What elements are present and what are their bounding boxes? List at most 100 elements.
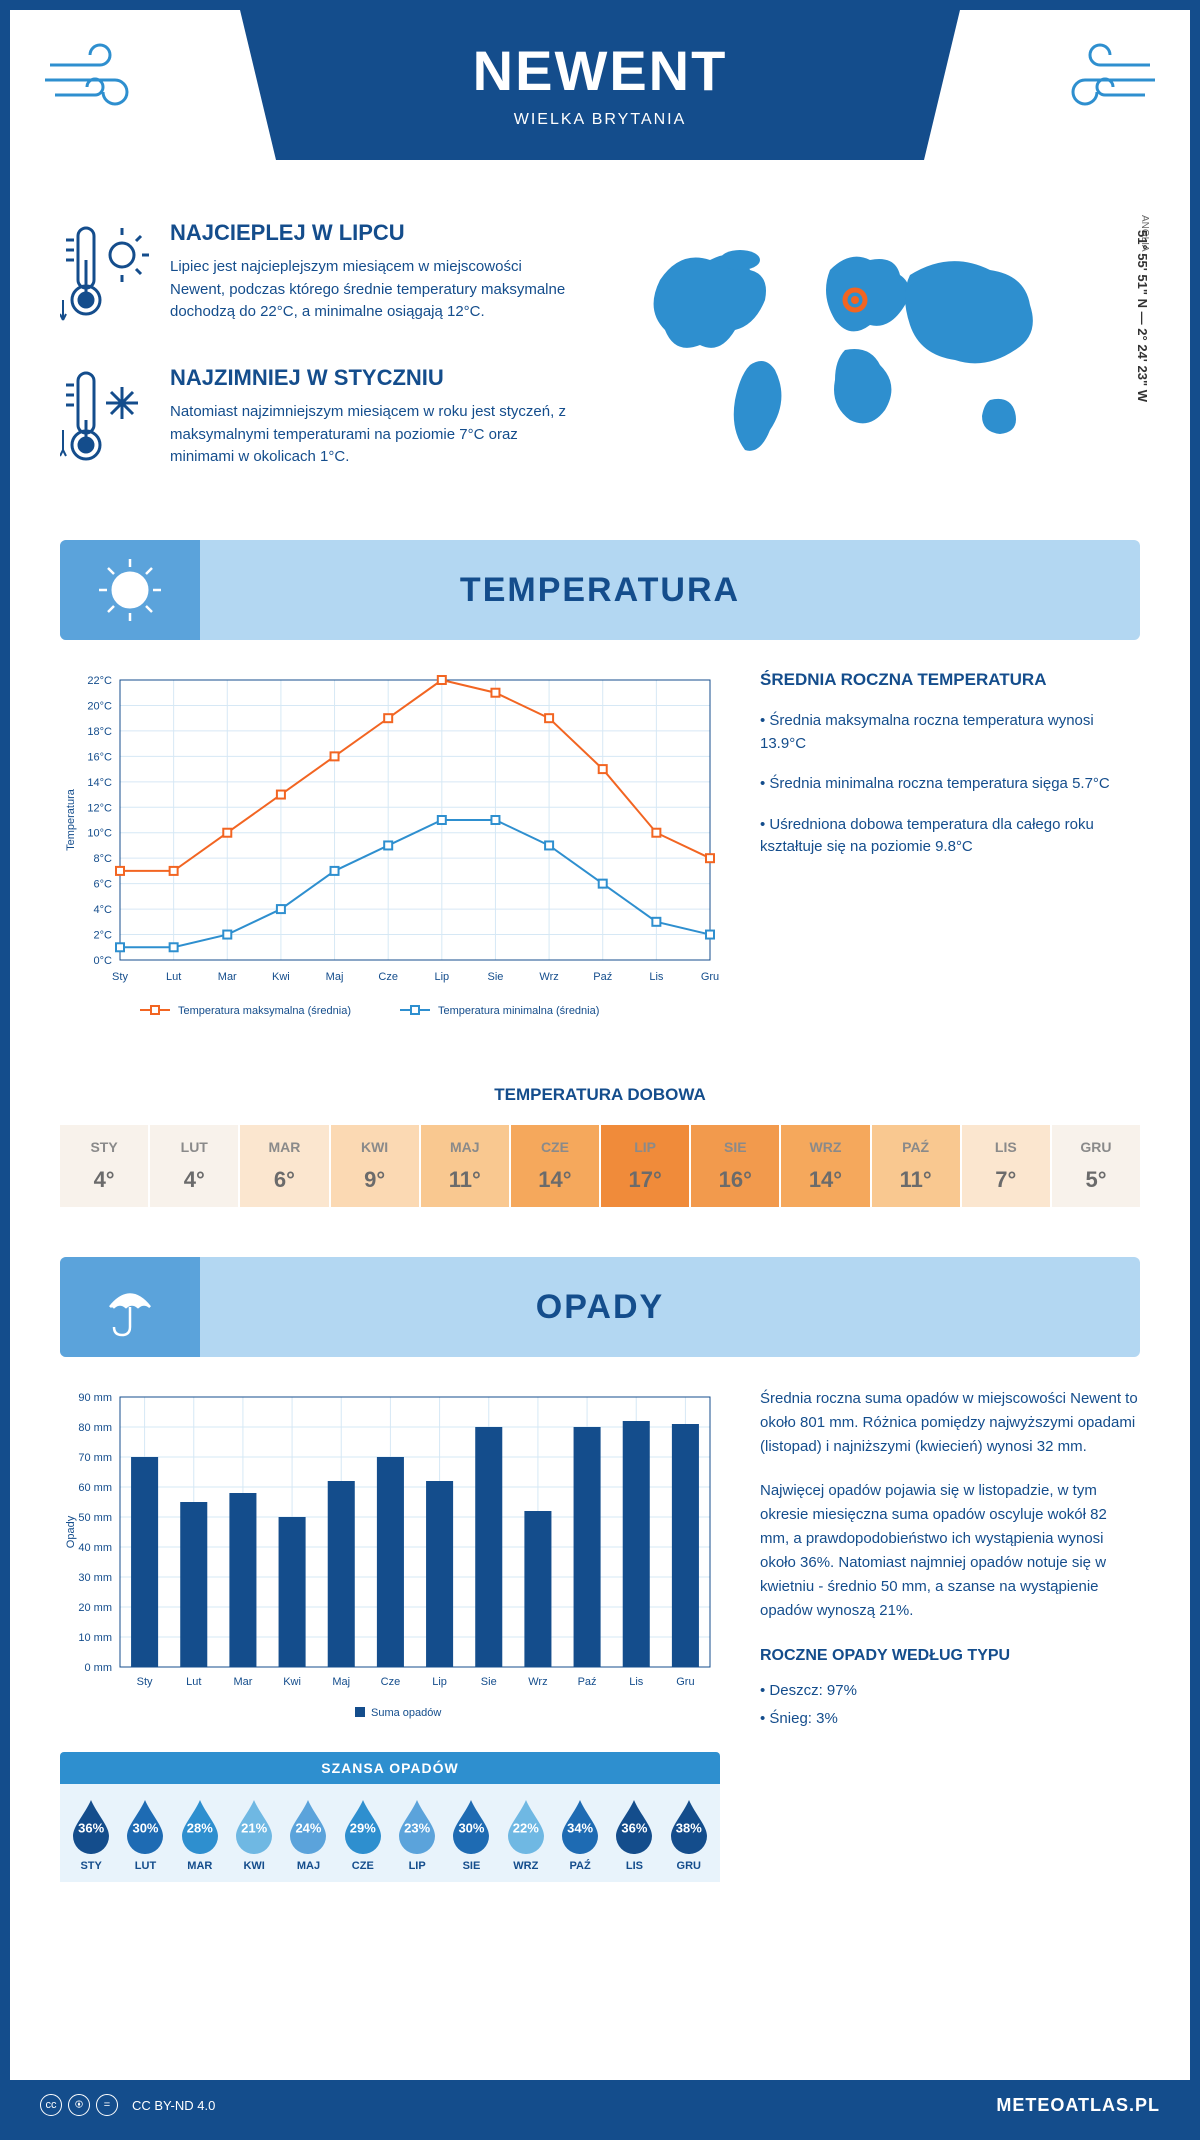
chance-cell: 21% KWI <box>227 1796 281 1872</box>
raindrop-icon: 30% <box>447 1796 495 1854</box>
warmest-title: NAJCIEPLEJ W LIPCU <box>170 220 570 246</box>
wind-icon <box>1040 40 1160 120</box>
svg-text:Lis: Lis <box>629 1676 644 1688</box>
raindrop-icon: 24% <box>284 1796 332 1854</box>
raindrop-icon: 38% <box>665 1796 713 1854</box>
chance-cell: 30% LUT <box>118 1796 172 1872</box>
thermometer-sun-icon <box>60 220 150 335</box>
chance-cell: 36% LIS <box>607 1796 661 1872</box>
license-block: cc 🅯 = CC BY-ND 4.0 <box>40 2094 215 2116</box>
daily-temp-grid: STY4°LUT4°MAR6°KWI9°MAJ11°CZE14°LIP17°SI… <box>60 1125 1140 1207</box>
sun-icon <box>60 540 200 640</box>
daily-cell: MAJ11° <box>421 1125 509 1207</box>
thermometer-snow-icon <box>60 365 150 480</box>
svg-text:0 mm: 0 mm <box>85 1662 113 1674</box>
coords-label: 51° 55' 51" N — 2° 24' 23" W <box>1135 230 1150 402</box>
chance-grid: 36% STY 30% LUT 28% MAR <box>60 1784 720 1882</box>
svg-text:8°C: 8°C <box>94 853 113 865</box>
chance-cell: 34% PAŹ <box>553 1796 607 1872</box>
daily-cell: KWI9° <box>331 1125 419 1207</box>
cc-icon: cc <box>40 2094 62 2116</box>
daily-cell: MAR6° <box>240 1125 328 1207</box>
avg-b3: • Uśredniona dobowa temperatura dla całe… <box>760 814 1140 859</box>
daily-cell: WRZ14° <box>781 1125 869 1207</box>
intro-row: NAJCIEPLEJ W LIPCU Lipiec jest najcieple… <box>10 200 1190 540</box>
svg-text:6°C: 6°C <box>94 879 113 891</box>
svg-text:80 mm: 80 mm <box>78 1422 112 1434</box>
footer-bar: cc 🅯 = CC BY-ND 4.0 METEOATLAS.PL <box>10 2080 1190 2130</box>
svg-text:Sty: Sty <box>137 1676 153 1688</box>
chance-cell: 23% LIP <box>390 1796 444 1872</box>
svg-text:Temperatura: Temperatura <box>65 788 77 851</box>
svg-text:20 mm: 20 mm <box>78 1602 112 1614</box>
svg-text:Temperatura maksymalna (średni: Temperatura maksymalna (średnia) <box>178 1005 351 1017</box>
chance-cell: 30% SIE <box>444 1796 498 1872</box>
svg-text:Lut: Lut <box>186 1676 201 1688</box>
svg-text:Gru: Gru <box>676 1676 694 1688</box>
license-text: CC BY-ND 4.0 <box>132 2098 215 2113</box>
chance-cell: 36% STY <box>64 1796 118 1872</box>
svg-text:22°C: 22°C <box>87 675 112 687</box>
world-map-icon <box>620 220 1100 480</box>
temp-section-header: TEMPERATURA <box>60 540 1140 640</box>
svg-text:10°C: 10°C <box>87 828 112 840</box>
daily-cell: CZE14° <box>511 1125 599 1207</box>
svg-text:60 mm: 60 mm <box>78 1482 112 1494</box>
precip-p1: Średnia roczna suma opadów w miejscowośc… <box>760 1387 1140 1459</box>
svg-text:30 mm: 30 mm <box>78 1572 112 1584</box>
temp-row: 0°C2°C4°C6°C8°C10°C12°C14°C16°C18°C20°C2… <box>10 670 1190 1065</box>
nd-icon: = <box>96 2094 118 2116</box>
raindrop-icon: 29% <box>339 1796 387 1854</box>
country-subtitle: WIELKA BRYTANIA <box>240 111 960 129</box>
bytype-rain: • Deszcz: 97% <box>760 1679 1140 1703</box>
map-col: ANGLIA 51° 55' 51" N — 2° 24' 23" W <box>620 220 1140 510</box>
svg-text:20°C: 20°C <box>87 700 112 712</box>
svg-text:70 mm: 70 mm <box>78 1452 112 1464</box>
svg-text:18°C: 18°C <box>87 726 112 738</box>
chance-cell: 28% MAR <box>173 1796 227 1872</box>
precip-heading: OPADY <box>60 1288 1140 1327</box>
svg-text:16°C: 16°C <box>87 751 112 763</box>
svg-text:Kwi: Kwi <box>283 1676 301 1688</box>
header: NEWENT WIELKA BRYTANIA <box>10 10 1190 200</box>
umbrella-icon <box>60 1257 200 1357</box>
svg-text:Paź: Paź <box>578 1676 597 1688</box>
raindrop-icon: 36% <box>610 1796 658 1854</box>
svg-text:40 mm: 40 mm <box>78 1542 112 1554</box>
precip-text: Średnia roczna suma opadów w miejscowośc… <box>760 1387 1140 1882</box>
intro-text-col: NAJCIEPLEJ W LIPCU Lipiec jest najcieple… <box>60 220 590 510</box>
svg-text:Lip: Lip <box>432 1676 447 1688</box>
temp-heading: TEMPERATURA <box>60 571 1140 610</box>
wind-icon <box>40 40 160 120</box>
precip-section-header: OPADY <box>60 1257 1140 1357</box>
precip-p2: Najwięcej opadów pojawia się w listopadz… <box>760 1479 1140 1623</box>
svg-text:Maj: Maj <box>332 1676 350 1688</box>
svg-text:Gru: Gru <box>701 971 719 983</box>
precip-row: 0 mm10 mm20 mm30 mm40 mm50 mm60 mm70 mm8… <box>10 1387 1190 1902</box>
svg-text:0°C: 0°C <box>94 955 113 967</box>
by-icon: 🅯 <box>68 2094 90 2116</box>
svg-text:Sie: Sie <box>481 1676 497 1688</box>
svg-text:Wrz: Wrz <box>539 971 558 983</box>
svg-text:12°C: 12°C <box>87 802 112 814</box>
chance-cell: 22% WRZ <box>499 1796 553 1872</box>
daily-cell: PAŹ11° <box>872 1125 960 1207</box>
coldest-text: Natomiast najzimniejszym miesiącem w rok… <box>170 401 570 469</box>
raindrop-icon: 30% <box>121 1796 169 1854</box>
svg-text:Opady: Opady <box>65 1515 77 1548</box>
svg-text:14°C: 14°C <box>87 777 112 789</box>
svg-text:Mar: Mar <box>218 971 237 983</box>
svg-text:Cze: Cze <box>381 1676 401 1688</box>
avg-b2: • Średnia minimalna roczna temperatura s… <box>760 773 1140 796</box>
coldest-block: NAJZIMNIEJ W STYCZNIU Natomiast najzimni… <box>60 365 590 480</box>
chance-cell: 24% MAJ <box>281 1796 335 1872</box>
svg-text:Sty: Sty <box>112 971 128 983</box>
bytype-snow: • Śnieg: 3% <box>760 1707 1140 1731</box>
svg-text:Sie: Sie <box>488 971 504 983</box>
city-title: NEWENT <box>240 38 960 103</box>
svg-text:90 mm: 90 mm <box>78 1392 112 1404</box>
avg-b1: • Średnia maksymalna roczna temperatura … <box>760 710 1140 755</box>
raindrop-icon: 22% <box>502 1796 550 1854</box>
raindrop-icon: 21% <box>230 1796 278 1854</box>
svg-text:Cze: Cze <box>378 971 398 983</box>
